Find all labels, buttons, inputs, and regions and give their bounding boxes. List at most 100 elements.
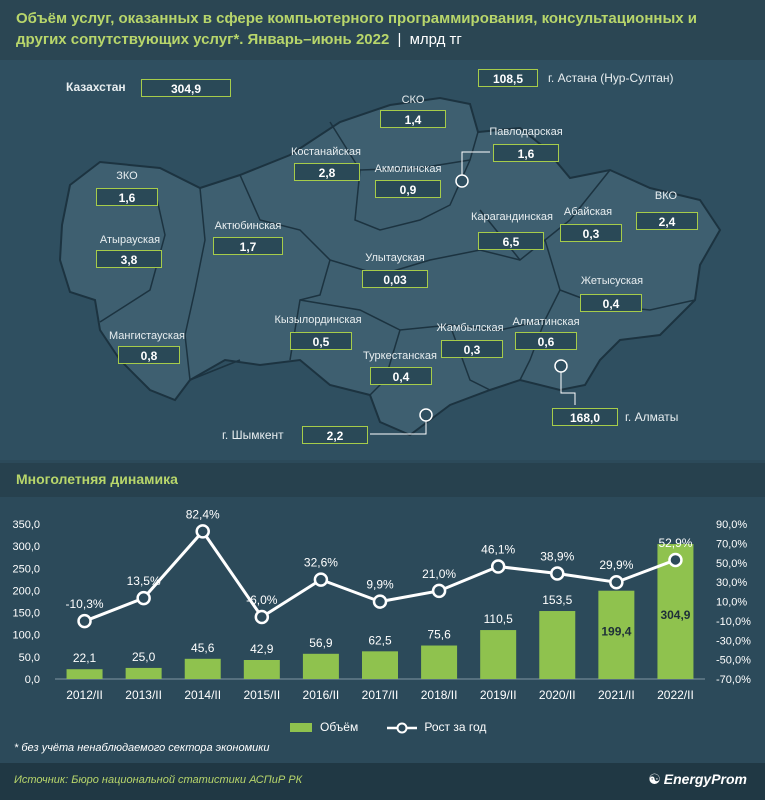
region-value: 2,8 (294, 163, 360, 181)
almaty-leader (560, 372, 576, 405)
growth-point (372, 594, 388, 609)
growth-point (609, 574, 624, 590)
growth-point (77, 613, 92, 629)
x-axis-tick: 2022/II (657, 688, 694, 702)
left-axis-tick: 0,0 (25, 674, 40, 686)
footnote: * без учёта ненаблюдаемого сектора эконо… (14, 742, 270, 754)
growth-label: -10,3% (66, 597, 104, 611)
left-axis-tick: 150,0 (12, 608, 40, 620)
region-label: ЗКО (116, 170, 138, 182)
growth-label: 9,9% (366, 578, 394, 592)
region-value: 0,3 (441, 340, 503, 358)
bar (421, 645, 458, 679)
growth-label: 21,0% (422, 567, 456, 581)
bar-value-label: 199,4 (601, 625, 631, 639)
region-value: 0,5 (290, 332, 352, 350)
region-value: 0,6 (515, 332, 577, 350)
region-label: Жамбылская (436, 322, 504, 334)
growth-label: 29,9% (599, 558, 633, 572)
city-value-shymkent: 2,2 (302, 426, 368, 444)
region-value: 0,3 (560, 224, 622, 242)
legend-label: Объём (320, 720, 359, 734)
shymkent-marker (419, 408, 433, 422)
growth-point (550, 566, 565, 581)
growth-label: -6,0% (246, 593, 278, 607)
right-axis-tick: 50,0% (716, 558, 747, 570)
x-axis-tick: 2020/II (539, 688, 576, 702)
bar-value-label: 56,9 (309, 636, 333, 650)
right-axis-tick: -70,0% (716, 674, 751, 686)
region-value: 0,8 (118, 346, 180, 364)
right-axis-tick: 30,0% (716, 577, 747, 589)
left-axis-tick: 250,0 (12, 563, 40, 575)
x-axis-tick: 2015/II (243, 688, 280, 702)
city-label-shymkent: г. Шымкент (222, 428, 284, 442)
bar-value-label: 62,5 (368, 633, 392, 647)
bar-value-label: 42,9 (250, 642, 274, 656)
x-axis-tick: 2021/II (598, 688, 635, 702)
region-label: Туркестанская (363, 350, 437, 362)
title-separator: | (397, 31, 402, 48)
region-value: 2,4 (636, 212, 698, 230)
region-label: Алматинская (512, 316, 580, 328)
region-label: Костанайская (290, 146, 362, 158)
left-axis-tick: 50,0 (19, 652, 40, 664)
almaty-marker (554, 359, 568, 373)
bar (539, 611, 576, 679)
page-title: Объём услуг, оказанных в сфере компьютер… (16, 10, 697, 48)
region-label: Акмолинская (374, 163, 442, 175)
growth-point (431, 583, 447, 599)
section-title: Многолетняя динамика (16, 471, 178, 487)
dynamics-chart: 0,0 50,0 100,0 150,0 200,0 250,0 300,0 350,0 -70… (12, 507, 751, 702)
bar (243, 660, 280, 679)
header: Объём услуг, оказанных в сфере компьютер… (0, 0, 765, 60)
region-label: ВКО (654, 190, 678, 202)
region-value: 1,7 (213, 237, 283, 255)
growth-label: 13,5% (127, 574, 161, 588)
total-label: Казахстан (66, 80, 126, 94)
bar (66, 669, 103, 679)
bar (184, 658, 221, 679)
source-text: Источник: Бюро национальной статистики А… (14, 774, 303, 786)
growth-label: 38,9% (540, 550, 574, 564)
bar-value-label: 110,5 (484, 612, 513, 626)
bar (480, 630, 517, 679)
bar-value-label: 304,9 (660, 608, 690, 622)
x-axis-tick: 2019/II (480, 688, 517, 702)
total-value: 304,9 (141, 79, 231, 97)
region-label: Абайская (563, 206, 613, 218)
legend-item-growth: Рост за год (387, 720, 486, 735)
kazakhstan-map: Казахстан 304,9 СКО 1,4 Павлодарская 1,6… (0, 60, 765, 460)
bar (125, 667, 162, 679)
footer: Источник: Бюро национальной статистики А… (0, 763, 765, 800)
region-label: Карагандинская (471, 211, 553, 223)
logo-icon: ☯ (648, 771, 661, 787)
bar (302, 653, 339, 679)
legend-label: Рост за год (424, 720, 487, 734)
right-axis-tick: -30,0% (716, 635, 751, 647)
right-axis-tick: -50,0% (716, 655, 751, 667)
city-label-almaty: г. Алматы (625, 410, 679, 424)
left-axis-tick: 100,0 (12, 630, 40, 642)
section-bar: Многолетняя динамика (0, 463, 765, 497)
region-value: 0,4 (580, 294, 642, 312)
region-label: Атырауская (99, 234, 161, 246)
region-label: СКО (401, 94, 425, 106)
growth-label: 82,4% (186, 507, 220, 521)
bar-value-label: 25,0 (132, 650, 156, 664)
legend-swatch-line (387, 722, 417, 734)
shymkent-leader (370, 421, 427, 435)
region-label: Кызылординская (274, 314, 362, 326)
right-axis-tick: 70,0% (716, 538, 747, 550)
growth-point (668, 552, 683, 568)
region-value: 1,4 (380, 110, 446, 128)
right-axis-tick: 90,0% (716, 519, 747, 531)
country-outline (58, 96, 722, 437)
legend-item-volume: Объём (290, 720, 358, 734)
city-value-astana: 108,5 (478, 69, 538, 87)
region-value: 3,8 (96, 250, 162, 268)
x-axis-tick: 2013/II (125, 688, 162, 702)
astana-leader (461, 151, 490, 175)
region-label: Улытауская (365, 252, 425, 264)
bar-value-label: 153,5 (542, 593, 572, 607)
